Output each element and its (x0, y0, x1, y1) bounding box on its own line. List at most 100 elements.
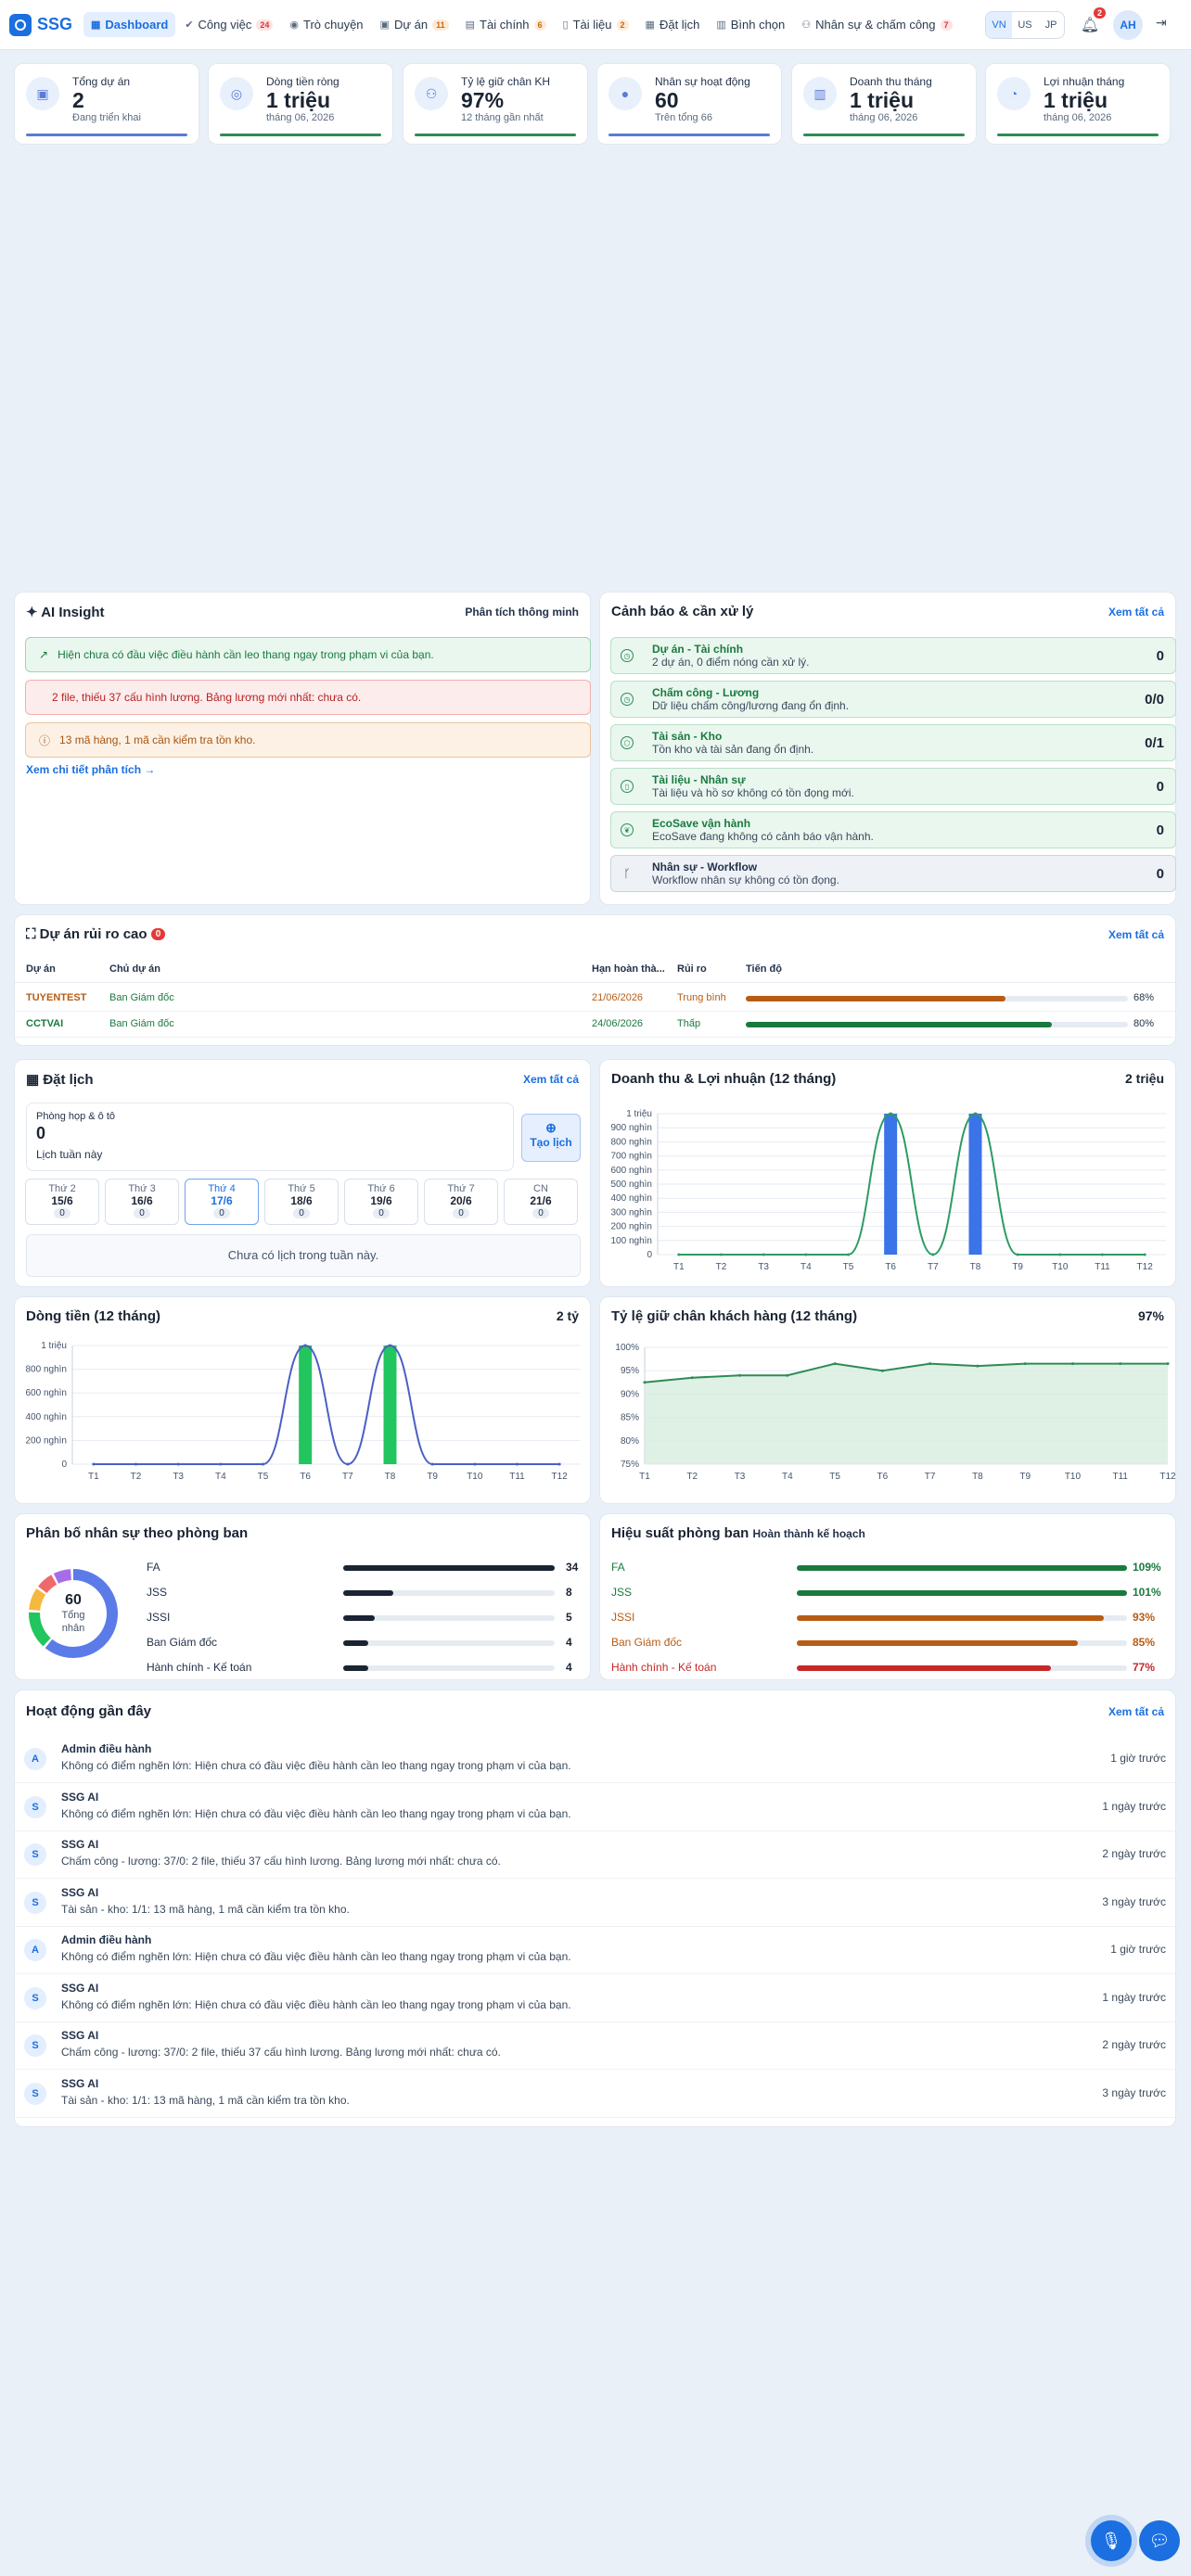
chart-point[interactable] (804, 1253, 808, 1256)
chart-point[interactable] (389, 1344, 391, 1347)
booking-view-all-link[interactable]: Xem tất cả (522, 1073, 579, 1086)
activity-item[interactable]: S SSG AI Chấm công - lương: 37/0: 2 file… (15, 1832, 1175, 1879)
nav-tasks[interactable]: ✔ Công việc 24 (177, 12, 280, 37)
chart-point[interactable] (303, 1344, 307, 1347)
create-booking-button[interactable]: ⊕ Tạo lịch (521, 1114, 581, 1162)
chart-point[interactable] (643, 1381, 647, 1384)
chart-point[interactable] (92, 1462, 96, 1466)
day-cell[interactable]: Thứ 6 19/6 0 (344, 1179, 418, 1225)
activity-item[interactable]: S SSG AI Không có điểm nghẽn lớn: Hiện c… (15, 1976, 1175, 2022)
chart-point[interactable] (176, 1462, 180, 1466)
chart-point[interactable] (720, 1253, 723, 1256)
kpi-card[interactable]: ▥ Doanh thu tháng 1 triệu tháng 06, 2026 (791, 63, 977, 145)
project-name[interactable]: CCTVAI (26, 1018, 64, 1029)
chart-point[interactable] (1016, 1253, 1019, 1256)
risk-view-all-link[interactable]: Xem tất cả (1108, 928, 1164, 941)
nav-finance[interactable]: ▤ Tài chính 6 (458, 12, 554, 37)
chart-bar[interactable] (299, 1345, 313, 1464)
chart-point[interactable] (880, 1369, 884, 1372)
nav-hr[interactable]: ⚇ Nhân sự & chấm công 7 (794, 12, 959, 37)
user-avatar[interactable]: AH (1113, 10, 1143, 40)
alert-item[interactable]: ❦ EcoSave vận hành EcoSave đang không có… (610, 811, 1176, 848)
nav-chat[interactable]: ◉ Trò chuyện (289, 18, 364, 32)
chart-point[interactable] (833, 1362, 837, 1366)
nav-projects[interactable]: ▣ Dự án 11 (373, 12, 456, 37)
chart-point[interactable] (1143, 1253, 1146, 1256)
voice-assistant-button[interactable]: 🎙︎ (1091, 2520, 1132, 2561)
day-cell[interactable]: Thứ 5 18/6 0 (264, 1179, 339, 1225)
day-cell[interactable]: CN 21/6 0 (504, 1179, 578, 1225)
activity-item[interactable]: S SSG AI Tài sản - kho: 1/1: 13 mã hàng,… (15, 1881, 1175, 1927)
activity-item[interactable]: S SSG AI Không có điểm nghẽn lớn: Hiện c… (15, 1785, 1175, 1831)
chart-point[interactable] (762, 1253, 765, 1256)
lang-us[interactable]: US (1018, 19, 1032, 31)
chart-point[interactable] (738, 1373, 742, 1377)
chart-point[interactable] (690, 1376, 694, 1380)
kpi-card[interactable]: ⚇ Tỷ lệ giữ chân KH 97% 12 tháng gần nhấ… (403, 63, 588, 145)
day-cell[interactable]: Thứ 7 20/6 0 (424, 1179, 498, 1225)
chart-bar[interactable] (884, 1114, 898, 1255)
kpi-card[interactable]: ● Nhân sự hoạt động 60 Trên tổng 66 (596, 63, 782, 145)
nav-voting[interactable]: ▥ Bình chọn (716, 18, 786, 32)
logout-icon[interactable]: ⇥ (1156, 15, 1167, 30)
day-cell[interactable]: Thứ 4 17/6 0 (185, 1179, 259, 1225)
chart-point[interactable] (1166, 1362, 1170, 1366)
view-analysis-link[interactable]: Xem chi tiết phân tích → (26, 763, 156, 776)
chart-point[interactable] (346, 1462, 350, 1466)
nav-booking[interactable]: ▦ Đặt lịch (645, 18, 700, 32)
alert-item[interactable]: ◷ Chấm công - Lương Dữ liệu chấm công/lư… (610, 681, 1176, 718)
chart-point[interactable] (677, 1253, 681, 1256)
chart-point[interactable] (1070, 1362, 1074, 1366)
chart-point[interactable] (219, 1462, 223, 1466)
day-cell[interactable]: Thứ 3 16/6 0 (105, 1179, 179, 1225)
donut-slice[interactable] (37, 1575, 58, 1594)
chart-point[interactable] (847, 1253, 850, 1256)
chart-point[interactable] (516, 1462, 519, 1466)
donut-slice[interactable] (29, 1588, 46, 1612)
chart-point[interactable] (557, 1462, 561, 1466)
lang-vn[interactable]: VN (986, 12, 1012, 38)
notification-button[interactable]: 🔔︎ 2 (1078, 7, 1106, 37)
alert-item[interactable]: ◷ Dự án - Tài chính 2 dự án, 0 điểm nóng… (610, 637, 1176, 674)
activity-item[interactable]: A Admin điều hành Không có điểm nghẽn lớ… (15, 1737, 1175, 1783)
alert-item[interactable]: ᚴ Nhân sự - Workflow Workflow nhân sự kh… (610, 855, 1176, 892)
chart-point[interactable] (430, 1462, 434, 1466)
alert-item[interactable]: ▯ Tài liệu - Nhân sự Tài liệu và hồ sơ k… (610, 768, 1176, 805)
chart-point[interactable] (473, 1462, 477, 1466)
activity-item[interactable]: S SSG AI Tài sản - kho: 1/1: 13 mã hàng,… (15, 2072, 1175, 2118)
chart-point[interactable] (976, 1364, 980, 1368)
chart-point[interactable] (1101, 1253, 1104, 1256)
chart-point[interactable] (1058, 1253, 1062, 1256)
nav-dashboard[interactable]: ▦ Dashboard (83, 12, 176, 37)
project-name[interactable]: TUYENTEST (26, 992, 87, 1003)
chart-point[interactable] (134, 1462, 137, 1466)
chart-point[interactable] (889, 1112, 892, 1116)
day-cell[interactable]: Thứ 2 15/6 0 (25, 1179, 99, 1225)
chart-bar[interactable] (383, 1345, 397, 1464)
chart-point[interactable] (262, 1462, 264, 1466)
alert-item[interactable]: ⬡ Tài sản - Kho Tồn kho và tài sản đang … (610, 724, 1176, 761)
nav-documents[interactable]: ▯ Tài liệu 2 (556, 12, 636, 37)
kpi-card[interactable]: ◔ Lợi nhuận tháng 1 triệu tháng 06, 2026 (985, 63, 1171, 145)
lang-jp[interactable]: JP (1044, 19, 1057, 31)
app-logo[interactable]: SSG (9, 13, 72, 36)
activity-view-all-link[interactable]: Xem tất cả (1108, 1705, 1164, 1718)
donut-slice[interactable] (29, 1612, 51, 1647)
chat-button[interactable]: 💬︎ (1139, 2520, 1180, 2561)
chart-bar[interactable] (968, 1114, 982, 1255)
table-row[interactable]: TUYENTEST Ban Giám đốc 21/06/2026 Trung … (15, 986, 1175, 1012)
kpi-card[interactable]: ▣ Tổng dự án 2 Đang triển khai (14, 63, 199, 145)
chart-point[interactable] (786, 1373, 789, 1377)
donut-slice[interactable] (45, 1569, 118, 1658)
activity-item[interactable]: S SSG AI Chấm công - lương: 37/0: 2 file… (15, 2023, 1175, 2070)
alerts-view-all-link[interactable]: Xem tất cả (1108, 606, 1164, 618)
donut-slice[interactable] (53, 1569, 72, 1584)
chart-point[interactable] (1023, 1362, 1027, 1366)
chart-point[interactable] (974, 1112, 977, 1116)
chart-point[interactable] (931, 1253, 935, 1256)
chart-point[interactable] (928, 1362, 932, 1366)
table-row[interactable]: CCTVAI Ban Giám đốc 24/06/2026 Thấp 80% (15, 1012, 1175, 1038)
chart-point[interactable] (1119, 1362, 1122, 1366)
activity-item[interactable]: A Admin điều hành Không có điểm nghẽn lớ… (15, 1928, 1175, 1974)
kpi-card[interactable]: ◎ Dòng tiền ròng 1 triệu tháng 06, 2026 (208, 63, 393, 145)
